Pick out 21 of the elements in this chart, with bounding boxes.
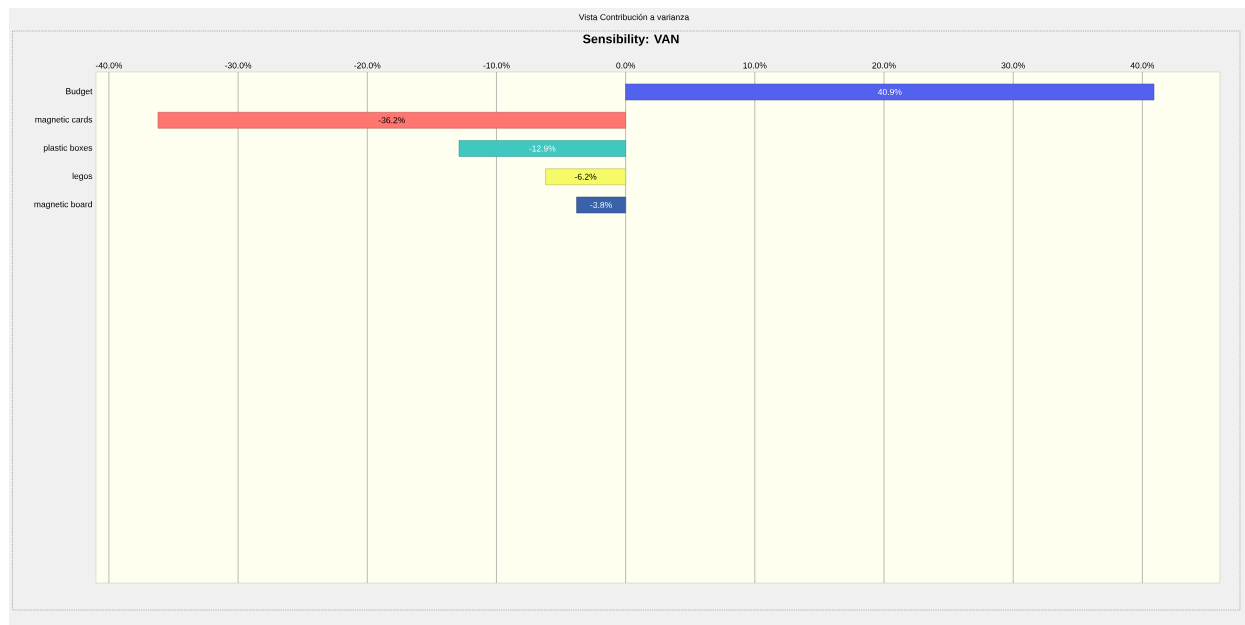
x-tick-label: -30.0% bbox=[225, 62, 252, 69]
x-tick-label: 0.0% bbox=[616, 62, 636, 69]
y-tick-label: plastic boxes bbox=[43, 144, 93, 153]
x-tick-label: 40.0% bbox=[1130, 62, 1155, 69]
data-label: -12.9% bbox=[529, 145, 556, 152]
x-tick-label: -20.0% bbox=[354, 62, 381, 69]
x-tick-label: 30.0% bbox=[1001, 62, 1025, 69]
text: Vista Contribución a varianza bbox=[578, 13, 690, 21]
data-label: -3.8% bbox=[590, 202, 612, 209]
y-tick-label: magnetic board bbox=[34, 201, 92, 209]
y-tick-label: Budget bbox=[66, 88, 93, 96]
x-tick-label: 20.0% bbox=[872, 62, 896, 69]
data-label: 40.9% bbox=[877, 89, 902, 96]
x-tick-label: -40.0% bbox=[95, 62, 123, 69]
x-tick-label: 10.0% bbox=[743, 62, 767, 69]
chart-title: Sensibility: VAN bbox=[582, 34, 679, 46]
data-label: -36.2% bbox=[378, 117, 405, 124]
y-tick-label: legos bbox=[72, 172, 93, 181]
data-label: -6.2% bbox=[574, 173, 597, 180]
x-tick-label: -10.0% bbox=[483, 62, 510, 69]
y-tick-label: magnetic cards bbox=[35, 116, 93, 125]
